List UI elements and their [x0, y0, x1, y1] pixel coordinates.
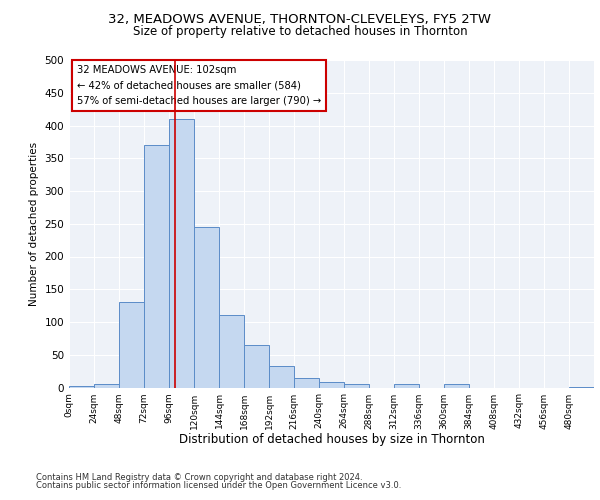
Bar [194, 227, 219, 388]
Text: Contains public sector information licensed under the Open Government Licence v3: Contains public sector information licen… [36, 481, 401, 490]
Text: 32, MEADOWS AVENUE, THORNTON-CLEVELEYS, FY5 2TW: 32, MEADOWS AVENUE, THORNTON-CLEVELEYS, … [109, 12, 491, 26]
Bar [294, 378, 319, 388]
Bar [169, 119, 194, 388]
Bar [344, 384, 369, 388]
Bar [119, 302, 144, 388]
Bar [94, 384, 119, 388]
Y-axis label: Number of detached properties: Number of detached properties [29, 142, 39, 306]
Bar [269, 366, 294, 388]
Text: 32 MEADOWS AVENUE: 102sqm
← 42% of detached houses are smaller (584)
57% of semi: 32 MEADOWS AVENUE: 102sqm ← 42% of detac… [77, 65, 321, 106]
Bar [394, 384, 419, 388]
Bar [444, 384, 469, 388]
Bar [319, 382, 344, 388]
Text: Distribution of detached houses by size in Thornton: Distribution of detached houses by size … [179, 432, 485, 446]
Bar [144, 145, 169, 388]
Bar [244, 345, 269, 388]
Text: Contains HM Land Registry data © Crown copyright and database right 2024.: Contains HM Land Registry data © Crown c… [36, 472, 362, 482]
Bar [69, 386, 94, 388]
Bar [219, 316, 244, 388]
Bar [569, 387, 594, 388]
Text: Size of property relative to detached houses in Thornton: Size of property relative to detached ho… [133, 25, 467, 38]
